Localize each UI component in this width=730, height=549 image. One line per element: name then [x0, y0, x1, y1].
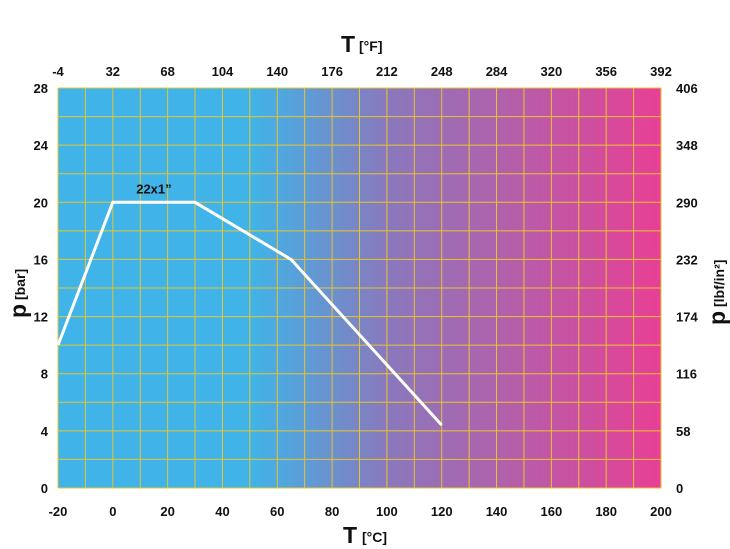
y-right-tick-label: 116: [676, 367, 697, 382]
x-top-axis-title: T [°F]: [341, 31, 382, 57]
series-label: 22x1”: [136, 181, 171, 196]
x-bottom-tick-label: 20: [160, 504, 174, 519]
y-right-axis-label: p: [704, 311, 730, 325]
x-top-tick-label: 392: [650, 64, 672, 79]
y-left-tick-label: 28: [34, 81, 48, 96]
y-left-tick-label: 12: [34, 310, 48, 325]
x-top-tick-label: 248: [431, 64, 453, 79]
x-bottom-tick-label: 40: [215, 504, 229, 519]
y-right-tick-label: 174: [676, 310, 698, 325]
x-top-tick-label: 320: [541, 64, 563, 79]
x-top-tick-label: 284: [486, 64, 508, 79]
y-right-axis-title: p [lbf/in²]: [704, 260, 730, 325]
y-left-tick-label: 24: [34, 138, 49, 153]
x-bottom-tick-label: 100: [376, 504, 398, 519]
y-left-axis-label: p: [5, 304, 31, 318]
x-top-axis-unit: [°F]: [359, 38, 382, 54]
x-top-tick-label: 176: [321, 64, 343, 79]
y-right-tick-label: 232: [676, 252, 698, 267]
y-left-axis-unit: [bar]: [12, 269, 28, 300]
x-bottom-tick-label: 80: [325, 504, 339, 519]
x-top-tick-label: 212: [376, 64, 398, 79]
x-top-tick-label: 104: [212, 64, 234, 79]
x-top-tick-label: -4: [52, 64, 64, 79]
series-layer: 22x1”: [56, 181, 443, 427]
x-bottom-tick-label: 180: [595, 504, 617, 519]
y-left-axis-title: p [bar]: [5, 269, 31, 318]
y-right-tick-label: 406: [676, 81, 698, 96]
y-left-tick-label: 16: [34, 252, 48, 267]
x-top-tick-label: 68: [160, 64, 174, 79]
y-right-tick-label: 0: [676, 481, 683, 496]
y-right-axis-unit: [lbf/in²]: [711, 260, 727, 307]
y-right-tick-label: 58: [676, 424, 690, 439]
y-left-tick-label: 20: [34, 195, 48, 210]
x-top-tick-label: 356: [595, 64, 617, 79]
x-bottom-axis-unit: [°C]: [362, 529, 387, 545]
x-bottom-axis-label: T: [343, 522, 357, 548]
y-left-tick-label: 0: [41, 481, 48, 496]
tick-labels: -20 0 20 40 60 80 100 120 140 160 180 200-4 32 68 104 1…: [34, 64, 699, 519]
x-bottom-axis-title: T [°C]: [343, 522, 387, 548]
y-left-tick-label: 8: [41, 367, 48, 382]
x-bottom-tick-label: 60: [270, 504, 284, 519]
y-right-tick-label: 290: [676, 195, 698, 210]
y-right-tick-label: 348: [676, 138, 698, 153]
y-left-tick-label: 4: [41, 424, 49, 439]
x-bottom-tick-label: -20: [49, 504, 68, 519]
grid: [57, 87, 662, 489]
series-line: [56, 200, 443, 427]
x-bottom-tick-label: 0: [109, 504, 116, 519]
x-top-tick-label: 32: [106, 64, 120, 79]
x-top-tick-label: 140: [266, 64, 288, 79]
x-top-axis-label: T: [341, 31, 355, 57]
x-bottom-tick-label: 160: [541, 504, 563, 519]
x-bottom-tick-label: 200: [650, 504, 672, 519]
x-bottom-tick-label: 120: [431, 504, 453, 519]
x-bottom-tick-label: 140: [486, 504, 508, 519]
